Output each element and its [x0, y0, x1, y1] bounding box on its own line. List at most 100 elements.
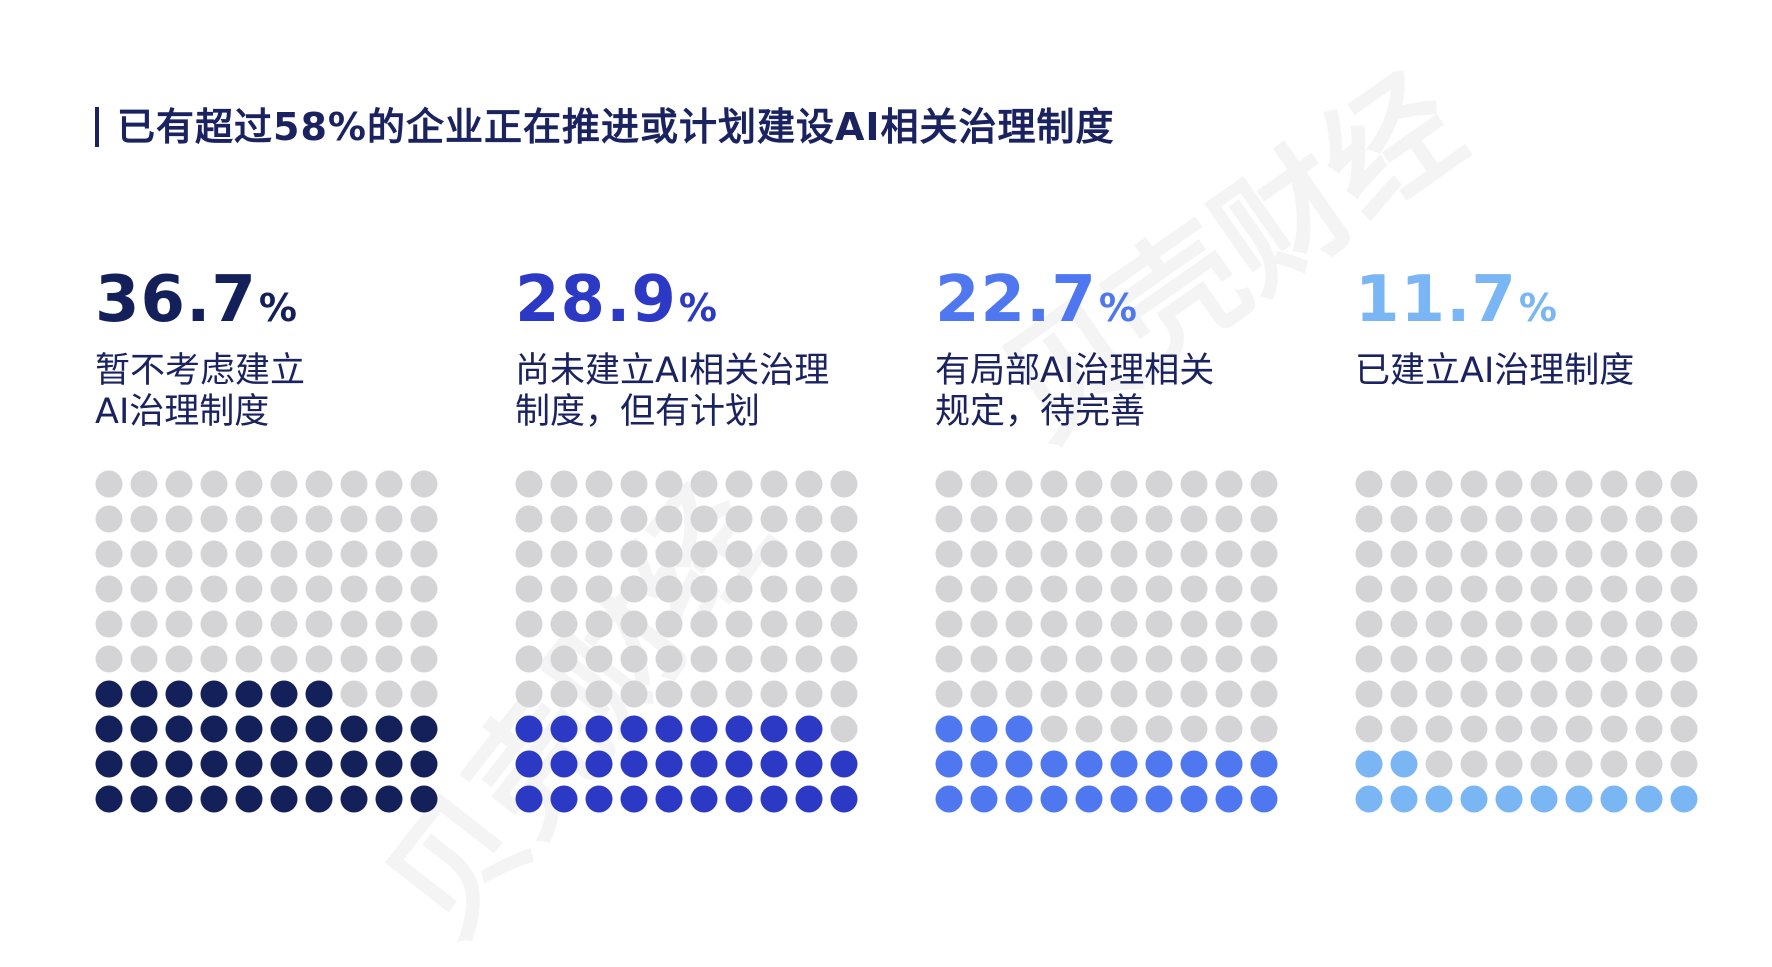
waffle-dot-filled: [1530, 785, 1558, 813]
waffle-dot-empty: [1670, 750, 1698, 778]
waffle-dot-empty: [1110, 680, 1138, 708]
waffle-dot-empty: [1145, 505, 1173, 533]
waffle-dot-empty: [690, 505, 718, 533]
waffle-dot-empty: [760, 680, 788, 708]
waffle-dot-filled: [165, 715, 193, 743]
waffle-dot-filled: [270, 715, 298, 743]
waffle-dot-empty: [1530, 505, 1558, 533]
waffle-dot-empty: [270, 610, 298, 638]
waffle-dot-filled: [200, 680, 228, 708]
waffle-dot-empty: [655, 575, 683, 603]
waffle-dot-empty: [1670, 610, 1698, 638]
waffle-dot-empty: [550, 680, 578, 708]
waffle-dot-filled: [1425, 785, 1453, 813]
waffle-dot-filled: [1600, 785, 1628, 813]
waffle-dot-empty: [550, 470, 578, 498]
waffle-dot-empty: [410, 575, 438, 603]
waffle-dot-filled: [1110, 750, 1138, 778]
waffle-dot-empty: [690, 540, 718, 568]
category-label-line1: 已建立AI治理制度: [1355, 351, 1635, 391]
waffle-dot-empty: [725, 575, 753, 603]
waffle-dot-empty: [270, 505, 298, 533]
waffle-dot-empty: [1040, 645, 1068, 673]
waffle-dot-filled: [1075, 750, 1103, 778]
waffle-dot-filled: [1110, 785, 1138, 813]
waffle-dot-filled: [1180, 750, 1208, 778]
waffle-dot-empty: [795, 610, 823, 638]
waffle-dot-filled: [970, 715, 998, 743]
waffle-dot-empty: [1600, 575, 1628, 603]
waffle-dot-filled: [340, 750, 368, 778]
waffle-dot-empty: [690, 645, 718, 673]
waffle-dot-empty: [410, 680, 438, 708]
waffle-dot-empty: [1145, 610, 1173, 638]
waffle-dot-empty: [130, 470, 158, 498]
percent-value: 36.7%: [95, 265, 475, 343]
waffle-dot-empty: [1530, 610, 1558, 638]
waffle-dot-empty: [1495, 470, 1523, 498]
waffle-dot-empty: [1600, 470, 1628, 498]
percent-number: 22.7: [935, 263, 1097, 337]
waffle-dot-filled: [1180, 785, 1208, 813]
waffle-dot-empty: [340, 575, 368, 603]
waffle-dot-empty: [655, 540, 683, 568]
waffle-dot-filled: [585, 785, 613, 813]
waffle-dot-empty: [690, 470, 718, 498]
waffle-dot-empty: [1110, 505, 1138, 533]
waffle-dot-empty: [1565, 470, 1593, 498]
waffle-dot-empty: [1075, 610, 1103, 638]
waffle-dot-empty: [1110, 645, 1138, 673]
waffle-dot-empty: [1390, 715, 1418, 743]
waffle-dot-empty: [620, 575, 648, 603]
waffle-dot-empty: [375, 645, 403, 673]
waffle-dot-empty: [1145, 470, 1173, 498]
waffle-dot-empty: [1180, 645, 1208, 673]
waffle-grid: [515, 470, 858, 813]
waffle-dot-empty: [1110, 715, 1138, 743]
waffle-dot-empty: [1495, 610, 1523, 638]
waffle-dot-filled: [375, 750, 403, 778]
waffle-dot-empty: [375, 680, 403, 708]
waffle-dot-empty: [1495, 505, 1523, 533]
waffle-dot-filled: [760, 715, 788, 743]
waffle-dot-filled: [235, 750, 263, 778]
waffle-dot-filled: [1215, 785, 1243, 813]
waffle-dot-filled: [305, 785, 333, 813]
waffle-dot-empty: [1215, 505, 1243, 533]
waffle-dot-filled: [130, 715, 158, 743]
waffle-dot-filled: [690, 750, 718, 778]
waffle-dot-empty: [1495, 575, 1523, 603]
waffle-dot-empty: [1145, 680, 1173, 708]
waffle-dot-empty: [1180, 470, 1208, 498]
waffle-dot-empty: [165, 575, 193, 603]
waffle-dot-empty: [1600, 750, 1628, 778]
waffle-dot-filled: [620, 785, 648, 813]
category-label-line1: 有局部AI治理相关: [935, 351, 1215, 391]
waffle-dot-empty: [130, 575, 158, 603]
waffle-panel-2: 28.9% 尚未建立AI相关治理 制度，但有计划: [515, 265, 895, 813]
waffle-dot-empty: [1075, 575, 1103, 603]
waffle-dot-filled: [725, 785, 753, 813]
waffle-dot-empty: [1425, 575, 1453, 603]
waffle-dot-filled: [95, 750, 123, 778]
waffle-dot-empty: [515, 575, 543, 603]
waffle-dot-empty: [1075, 470, 1103, 498]
waffle-dot-empty: [1670, 715, 1698, 743]
waffle-dot-filled: [1565, 785, 1593, 813]
waffle-dot-filled: [165, 680, 193, 708]
waffle-dot-empty: [655, 505, 683, 533]
waffle-dot-empty: [1250, 540, 1278, 568]
waffle-dot-empty: [1495, 540, 1523, 568]
waffle-dot-empty: [830, 610, 858, 638]
waffle-dot-empty: [1425, 750, 1453, 778]
waffle-dot-filled: [1250, 750, 1278, 778]
percent-value: 22.7%: [935, 265, 1315, 343]
waffle-dot-empty: [1670, 470, 1698, 498]
waffle-dot-filled: [760, 750, 788, 778]
waffle-dot-filled: [970, 785, 998, 813]
waffle-dot-empty: [1005, 645, 1033, 673]
waffle-dot-empty: [760, 610, 788, 638]
waffle-panel-1: 36.7% 暂不考虑建立 AI治理制度: [95, 265, 475, 813]
waffle-dot-empty: [130, 505, 158, 533]
waffle-dot-empty: [620, 505, 648, 533]
